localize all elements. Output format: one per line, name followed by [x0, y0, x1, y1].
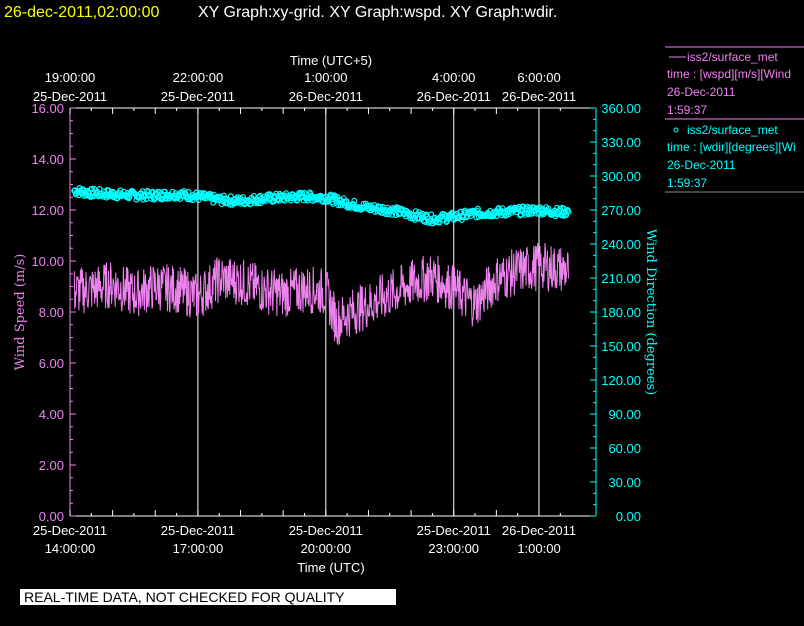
header-datetime: 26-dec-2011,02:00:00 [4, 4, 159, 21]
y-axis-title-right: Wind Direction (degrees) [643, 229, 658, 395]
x-tick-label-top: 26-Dec-2011 [502, 89, 576, 104]
y-tick-label-right: 330.00 [601, 135, 641, 150]
wdir-point [103, 194, 110, 201]
y-tick-label-left: 2.00 [39, 458, 64, 473]
wdir-point [263, 197, 270, 204]
wspd-series [73, 242, 569, 346]
legend-wspd-date: 26-Dec-2011 [667, 85, 736, 99]
legend-wdir-var: time : [wdir][degrees][Wi [667, 140, 796, 154]
legend: iss2/surface_met time : [wspd][m/s][Wind… [665, 46, 804, 193]
x-tick-label-bottom: 25-Dec-2011 [33, 523, 107, 538]
header-graphs: XY Graph:xy-grid. XY Graph:wspd. XY Grap… [198, 4, 557, 21]
wspd-line [73, 242, 569, 346]
wdir-point [161, 188, 168, 195]
x-tick-label-top: 6:00:00 [517, 70, 560, 85]
wdir-point [169, 188, 176, 195]
quality-notice: REAL-TIME DATA, NOT CHECKED FOR QUALITY [20, 589, 396, 605]
y-tick-label-right: 300.00 [601, 169, 641, 184]
y-tick-label-right: 30.00 [608, 475, 641, 490]
wdir-point [351, 197, 358, 204]
x-tick-label-top: 1:00:00 [304, 70, 347, 85]
legend-wdir-name: iss2/surface_met [687, 123, 778, 137]
x-tick-label-bottom: 20:00:00 [301, 541, 352, 556]
wdir-point [179, 189, 186, 196]
y-tick-label-right: 0.00 [616, 509, 641, 524]
legend-wdir-date: 26-Dec-2011 [667, 158, 736, 172]
x-tick-label-top: 26-Dec-2011 [289, 89, 363, 104]
y-tick-label-right: 120.00 [601, 373, 641, 388]
wdir-point [185, 189, 192, 196]
y-axis-title-left: Wind Speed (m/s) [13, 254, 28, 371]
wdir-point [273, 190, 280, 197]
y-tick-label-left: 6.00 [39, 356, 64, 371]
legend-wspd-time: 1:59:37 [667, 103, 707, 117]
y-tick-label-right: 240.00 [601, 237, 641, 252]
y-tick-label-right: 270.00 [601, 203, 641, 218]
x-tick-label-bottom: 25-Dec-2011 [417, 523, 491, 538]
x-tick-label-top: 19:00:00 [45, 70, 96, 85]
y-tick-label-left: 14.00 [31, 152, 64, 167]
y-tick-label-right: 360.00 [601, 101, 641, 116]
x-tick-label-top: 25-Dec-2011 [161, 89, 235, 104]
y-tick-label-left: 16.00 [31, 101, 64, 116]
wdir-point [229, 201, 236, 208]
x-tick-label-top: 26-Dec-2011 [417, 89, 491, 104]
y-tick-label-right: 180.00 [601, 305, 641, 320]
wdir-point [283, 190, 290, 197]
wdir-series [71, 185, 572, 227]
wdir-point [389, 211, 396, 218]
wdir-point [419, 210, 426, 217]
wdir-point [329, 200, 336, 207]
y-tick-label-left: 8.00 [39, 305, 64, 320]
y-tick-label-left: 4.00 [39, 407, 64, 422]
y-tick-label-right: 150.00 [601, 339, 641, 354]
y-tick-label-right: 60.00 [608, 441, 641, 456]
x-tick-label-top: 22:00:00 [173, 70, 224, 85]
y-tick-label-right: 90.00 [608, 407, 641, 422]
x-tick-label-bottom: 1:00:00 [517, 541, 560, 556]
legend-wspd-var: time : [wspd][m/s][Wind [667, 67, 791, 81]
y-tick-label-left: 12.00 [31, 203, 64, 218]
wdir-point [392, 205, 399, 212]
legend-circle-marker [673, 127, 679, 133]
x-tick-label-top: 25-Dec-2011 [33, 89, 107, 104]
legend-wdir-time: 1:59:37 [667, 176, 707, 190]
x-axis-title-top: Time (UTC+5) [290, 53, 372, 68]
x-tick-label-bottom: 23:00:00 [428, 541, 479, 556]
axes: 25-Dec-2011 14:00:00 25-Dec-2011 17:00:00 25… [31, 70, 641, 556]
x-tick-label-bottom: 17:00:00 [173, 541, 224, 556]
x-tick-label-bottom: 14:00:00 [45, 541, 96, 556]
wdir-point [565, 208, 572, 215]
wdir-point [227, 193, 234, 200]
legend-wspd-name: iss2/surface_met [687, 50, 778, 64]
y-tick-label-left: 0.00 [39, 509, 64, 524]
x-axis-title-bottom: Time (UTC) [297, 560, 364, 575]
y-tick-label-left: 10.00 [31, 254, 64, 269]
wdir-point [299, 190, 306, 197]
wdir-point [240, 194, 247, 201]
wdir-point [428, 211, 435, 218]
x-tick-label-top: 4:00:00 [432, 70, 475, 85]
x-tick-label-bottom: 25-Dec-2011 [161, 523, 235, 538]
x-tick-label-bottom: 26-Dec-2011 [502, 523, 576, 538]
y-tick-label-right: 210.00 [601, 271, 641, 286]
wdir-point [412, 208, 419, 215]
x-tick-label-bottom: 25-Dec-2011 [289, 523, 363, 538]
wdir-point [458, 217, 465, 224]
